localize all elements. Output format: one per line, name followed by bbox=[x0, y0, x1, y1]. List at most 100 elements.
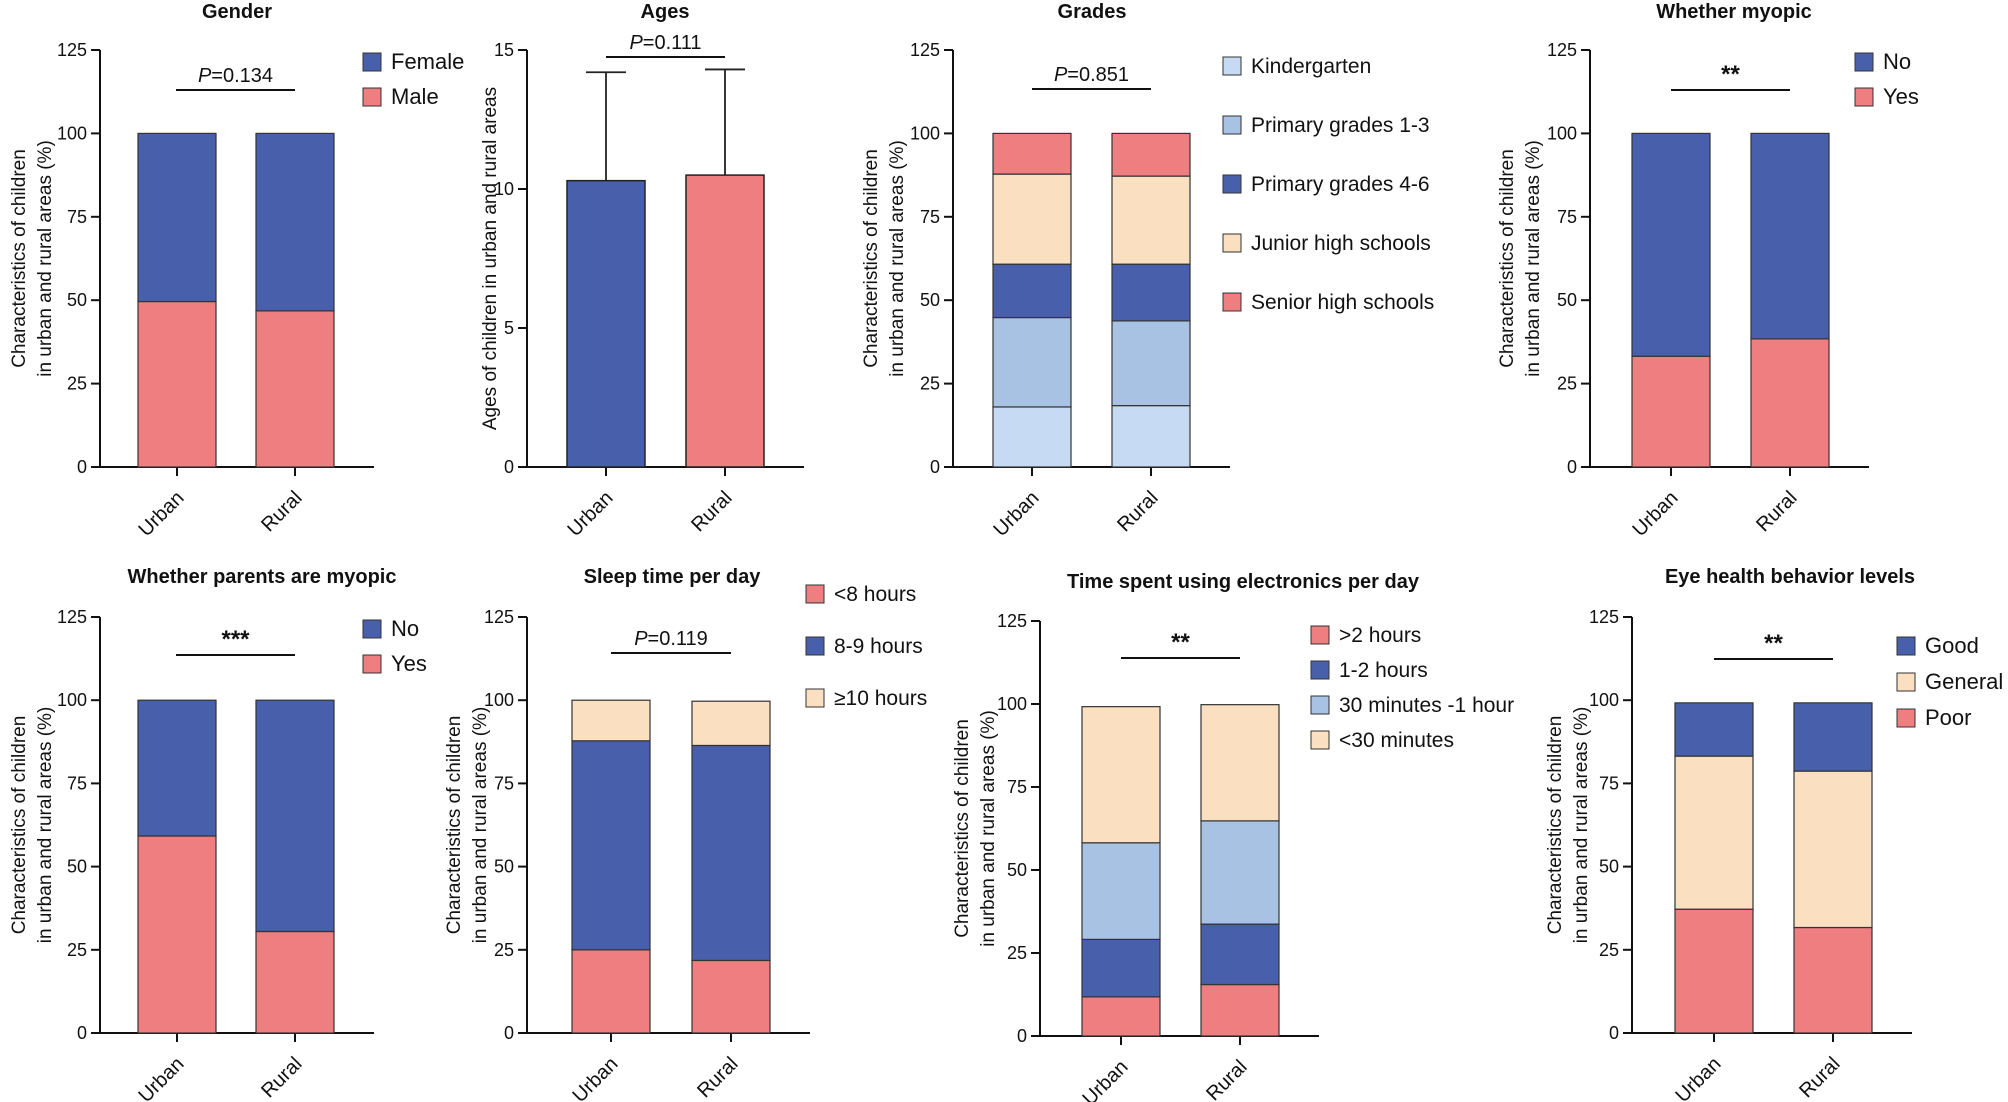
bar-segment-rural-1[interactable] bbox=[1200, 983, 1280, 1037]
legend-swatch bbox=[1222, 174, 1242, 194]
bar-segment-rural-4[interactable] bbox=[1111, 175, 1191, 265]
y-tick-label: 125 bbox=[484, 607, 514, 627]
y-axis-label: in urban and rural areas (%) bbox=[1523, 140, 1544, 377]
bar-segment-rural-3[interactable] bbox=[1793, 702, 1873, 772]
y-tick-label: 125 bbox=[910, 40, 940, 60]
bar-segment-rural-1[interactable] bbox=[691, 959, 771, 1034]
bar-segment-rural-2[interactable] bbox=[1750, 132, 1830, 340]
significance-label: P=0.851 bbox=[1054, 64, 1129, 86]
chart-electronics: Time spent using electronics per day 0 25 5… bbox=[952, 571, 1514, 1102]
bar-segment-rural-3[interactable] bbox=[691, 700, 771, 747]
x-tick-label: Rural bbox=[1752, 487, 1801, 536]
bar-rural[interactable] bbox=[685, 174, 765, 468]
x-tick-label: Urban bbox=[1078, 1056, 1132, 1102]
y-tick-label: 50 bbox=[494, 857, 514, 877]
bar-segment-rural-2[interactable] bbox=[255, 699, 335, 933]
bar-segment-rural-2[interactable] bbox=[1793, 770, 1873, 929]
bar-segment-rural-1[interactable] bbox=[1111, 405, 1191, 468]
chart-title: Grades bbox=[1058, 1, 1127, 23]
legend-label: General bbox=[1925, 669, 2003, 694]
legend-label: ≥10 hours bbox=[834, 687, 927, 710]
bar-segment-urban-3[interactable] bbox=[1674, 702, 1754, 757]
legend-label: Yes bbox=[391, 651, 427, 676]
x-tick-label: Rural bbox=[687, 487, 736, 536]
bar-segment-urban-2[interactable] bbox=[137, 699, 217, 837]
p-value: ** bbox=[1721, 61, 1740, 88]
bar-segment-urban-2[interactable] bbox=[571, 740, 651, 951]
bar-segment-rural-1[interactable] bbox=[255, 930, 335, 1034]
legend-label: 30 minutes -1 hour bbox=[1339, 694, 1514, 717]
bar-segment-urban-4[interactable] bbox=[1081, 706, 1161, 844]
bar-segment-rural-1[interactable] bbox=[255, 310, 335, 468]
legend: No Yes bbox=[1854, 49, 1919, 109]
bar-segment-urban-1[interactable] bbox=[1081, 996, 1161, 1037]
x-tick-label: Urban bbox=[1628, 487, 1682, 541]
bar-segment-rural-2[interactable] bbox=[691, 744, 771, 962]
legend-label: Primary grades 1-3 bbox=[1251, 114, 1430, 137]
y-tick-label: 50 bbox=[1007, 860, 1027, 880]
bar-segment-urban-2[interactable] bbox=[1631, 132, 1711, 357]
bar-segment-rural-3[interactable] bbox=[1200, 820, 1280, 925]
bar-segment-rural-3[interactable] bbox=[1111, 263, 1191, 322]
bar-segment-rural-2[interactable] bbox=[255, 132, 335, 312]
x-tick-label: Rural bbox=[1795, 1053, 1844, 1102]
bar-segment-urban-1[interactable] bbox=[1674, 908, 1754, 1034]
legend-swatch bbox=[1222, 115, 1242, 135]
bar-segment-urban-1[interactable] bbox=[137, 300, 217, 468]
bar-urban[interactable] bbox=[566, 179, 646, 468]
bar-segment-rural-4[interactable] bbox=[1200, 704, 1280, 822]
y-tick-label: 125 bbox=[1547, 40, 1577, 60]
bar-segment-urban-1[interactable] bbox=[137, 835, 217, 1034]
bar-segment-urban-2[interactable] bbox=[1081, 938, 1161, 998]
chart-title: Whether parents are myopic bbox=[128, 566, 397, 588]
bar-segment-rural-1[interactable] bbox=[1750, 338, 1830, 468]
bar-segment-urban-3[interactable] bbox=[1081, 842, 1161, 940]
significance-label: P=0.134 bbox=[198, 65, 273, 87]
bar-segment-rural-2[interactable] bbox=[1111, 320, 1191, 407]
bar-segment-urban-4[interactable] bbox=[992, 173, 1072, 265]
legend-swatch bbox=[1854, 52, 1874, 72]
y-axis-label: Characteristics of children bbox=[952, 719, 973, 938]
bar-segment-urban-2[interactable] bbox=[137, 132, 217, 303]
significance-label: P=0.119 bbox=[634, 628, 708, 650]
bar-segment-rural-2[interactable] bbox=[1200, 923, 1280, 986]
bar-segment-urban-3[interactable] bbox=[571, 699, 651, 742]
y-tick-label: 25 bbox=[67, 940, 87, 960]
y-tick-label: 125 bbox=[1589, 607, 1619, 627]
significance-label: ** bbox=[1764, 630, 1783, 657]
legend-swatch bbox=[805, 688, 825, 708]
y-axis-label: in urban and rural areas (%) bbox=[470, 707, 491, 944]
bar-segment-urban-2[interactable] bbox=[992, 316, 1072, 408]
bar-segment-urban-1[interactable] bbox=[571, 949, 651, 1034]
bar-segment-urban-3[interactable] bbox=[992, 263, 1072, 319]
y-tick-label: 0 bbox=[504, 457, 514, 477]
bar-segment-urban-1[interactable] bbox=[992, 406, 1072, 468]
x-tick-label: Urban bbox=[563, 487, 617, 541]
bar-segment-urban-5[interactable] bbox=[992, 132, 1072, 175]
y-tick-label: 100 bbox=[1589, 690, 1619, 710]
legend-label: Kindergarten bbox=[1251, 55, 1371, 78]
legend-swatch bbox=[1896, 636, 1916, 656]
y-tick-label: 75 bbox=[494, 773, 514, 793]
bar-segment-urban-2[interactable] bbox=[1674, 755, 1754, 910]
y-tick-label: 100 bbox=[57, 123, 87, 143]
legend: Kindergarten Primary grades 1-3 Primary gr… bbox=[1222, 55, 1434, 314]
legend-label: No bbox=[391, 616, 419, 641]
bar-segment-urban-1[interactable] bbox=[1631, 355, 1711, 468]
y-axis-label: in urban and rural areas (%) bbox=[978, 710, 999, 947]
x-tick-label: Rural bbox=[1113, 487, 1162, 536]
y-tick-label: 50 bbox=[67, 290, 87, 310]
legend-swatch bbox=[1310, 730, 1330, 750]
y-tick-label: 0 bbox=[77, 1023, 87, 1043]
legend-swatch bbox=[362, 654, 382, 674]
y-axis-label: Ages of children in urban and rural area… bbox=[480, 87, 501, 430]
y-tick-label: 125 bbox=[57, 607, 87, 627]
chart-eyehealth: Eye health behavior levels 0 25 50 75 100 125 C… bbox=[1545, 566, 2003, 1102]
y-tick-label: 25 bbox=[1557, 374, 1577, 394]
x-tick-label: Urban bbox=[134, 1053, 188, 1102]
chart-parents: Whether parents are myopic 0 25 50 75 100 125 C… bbox=[9, 566, 427, 1102]
bar-segment-rural-1[interactable] bbox=[1793, 926, 1873, 1034]
chart-gender: Gender 0 25 50 75 100 125 Characteristics of ch… bbox=[9, 1, 464, 541]
bar-segment-rural-5[interactable] bbox=[1111, 132, 1191, 177]
y-tick-label: 0 bbox=[504, 1023, 514, 1043]
